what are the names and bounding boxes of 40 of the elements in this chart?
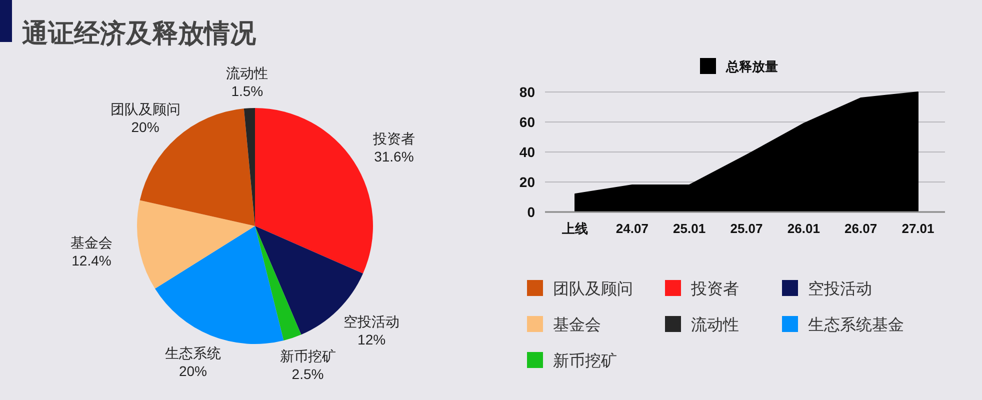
data-label: 20% [131,118,160,135]
slice-label: 基金会 [70,234,112,251]
data-label: 31.6% [374,148,414,165]
pie-slice [154,226,284,344]
category-label: 基金会 [553,316,601,334]
chart-title: 通证经济及释放情况 [22,18,257,48]
y-tick-label: 40 [519,144,536,160]
pie-slice [244,108,255,226]
data-label: 12.4% [72,252,112,269]
y-tick-label: 80 [519,84,536,100]
y-tick-label: 0 [527,204,536,220]
x-tick-label: 27.01 [902,221,934,236]
x-tick-label: 上线 [561,221,588,236]
data-label: 1.5% [231,82,264,99]
x-tick-label: 26.07 [844,221,878,236]
x-tick-label: 25.07 [730,221,763,236]
data-label: 20% [178,362,207,379]
slice-label: 新币挖矿 [280,348,336,364]
x-tick-label: 24.07 [616,221,648,236]
y-tick-label: 20 [519,174,536,190]
slice-label: 生态系统 [164,344,221,361]
category-label: 团队及顾问 [553,280,633,298]
slice-label: 投资者 [372,130,415,147]
category-label: 投资者 [690,280,739,298]
pie-slice [137,200,255,289]
slice-label: 流动性 [226,64,268,81]
x-tick-label: 26.01 [787,221,820,236]
category-label: 空投活动 [808,280,872,298]
pie-slice [255,108,373,274]
slice-label: 团队及顾问 [110,100,180,117]
data-label: 2.5% [292,366,324,382]
legend-label: 总释放量 [725,59,778,74]
category-label: 生态系统基金 [808,316,904,334]
data-label: 12% [358,331,386,348]
category-label: 流动性 [691,316,739,334]
category-label: 新币挖矿 [553,352,617,370]
slice-label: 空投活动 [344,313,400,330]
x-tick-label: 25.01 [673,221,706,236]
pie-slice [255,226,302,340]
y-tick-label: 60 [519,114,536,130]
